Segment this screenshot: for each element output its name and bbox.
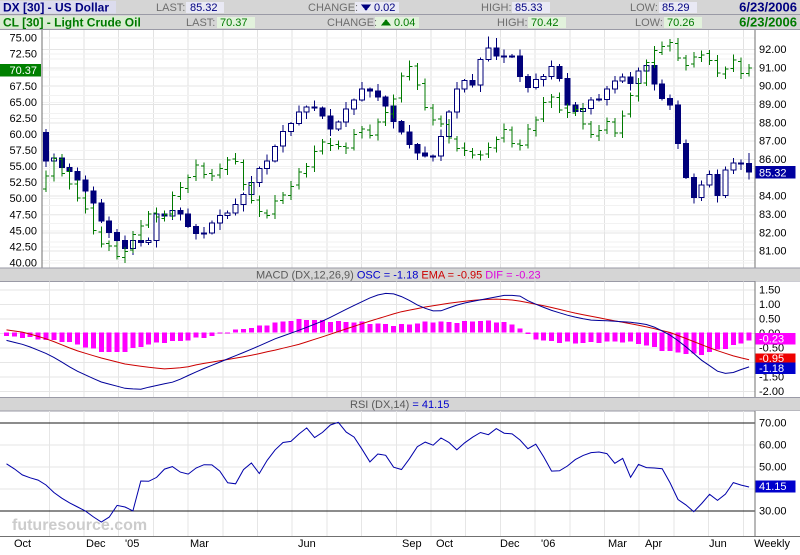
svg-text:55.00: 55.00 <box>9 161 37 173</box>
svg-text:45.00: 45.00 <box>9 225 37 237</box>
svg-text:HIGH:: HIGH: <box>481 2 512 14</box>
svg-text:75.00: 75.00 <box>9 33 37 45</box>
svg-text:CHANGE:: CHANGE: <box>308 2 358 14</box>
svg-text:Mar: Mar <box>190 538 209 550</box>
svg-text:1.00: 1.00 <box>759 299 780 311</box>
svg-text:86.00: 86.00 <box>759 154 787 166</box>
svg-text:60.00: 60.00 <box>9 129 37 141</box>
svg-text:82.00: 82.00 <box>759 227 787 239</box>
svg-text:87.00: 87.00 <box>759 136 787 148</box>
svg-text:30.00: 30.00 <box>759 505 787 517</box>
svg-text:Sep: Sep <box>402 538 422 550</box>
svg-text:Weekly: Weekly <box>754 538 790 550</box>
svg-text:CL [30] - Light Crude Oil: CL [30] - Light Crude Oil <box>3 16 141 30</box>
svg-text:85.29: 85.29 <box>662 2 690 14</box>
svg-text:85.32: 85.32 <box>190 2 218 14</box>
svg-text:-2.00: -2.00 <box>759 386 784 398</box>
svg-text:67.50: 67.50 <box>9 81 37 93</box>
svg-text:DX [30] - US Dollar: DX [30] - US Dollar <box>3 1 109 15</box>
svg-text:60.00: 60.00 <box>759 439 787 451</box>
svg-text:81.00: 81.00 <box>759 246 787 258</box>
svg-text:HIGH:: HIGH: <box>497 17 528 29</box>
svg-text:LOW:: LOW: <box>635 17 663 29</box>
svg-text:85.32: 85.32 <box>759 168 787 180</box>
svg-text:83.00: 83.00 <box>759 209 787 221</box>
svg-text:6/23/2006: 6/23/2006 <box>739 0 797 15</box>
svg-text:LAST:: LAST: <box>186 17 215 29</box>
svg-text:90.00: 90.00 <box>759 81 787 93</box>
svg-text:52.50: 52.50 <box>9 177 37 189</box>
svg-text:6/23/2006: 6/23/2006 <box>739 15 797 30</box>
svg-text:47.50: 47.50 <box>9 209 37 221</box>
svg-text:1.50: 1.50 <box>759 285 780 297</box>
svg-text:70.37: 70.37 <box>220 17 248 29</box>
svg-text:-0.50: -0.50 <box>759 343 784 355</box>
svg-text:Dec: Dec <box>500 538 520 550</box>
svg-text:0.02: 0.02 <box>374 2 395 14</box>
svg-text:70.00: 70.00 <box>759 417 787 429</box>
svg-text:-1.18: -1.18 <box>759 363 784 375</box>
svg-text:70.37: 70.37 <box>9 65 37 77</box>
svg-text:Oct: Oct <box>14 538 31 550</box>
svg-text:89.00: 89.00 <box>759 99 787 111</box>
svg-text:0.04: 0.04 <box>394 17 415 29</box>
svg-text:40.00: 40.00 <box>9 258 37 270</box>
svg-text:-1.50: -1.50 <box>759 371 784 383</box>
svg-text:85.33: 85.33 <box>515 2 543 14</box>
svg-text:91.00: 91.00 <box>759 62 787 74</box>
svg-text:CHANGE:: CHANGE: <box>327 17 377 29</box>
svg-text:MACD (DX,12,26,9) OSC = -1.18: MACD (DX,12,26,9) OSC = -1.18 EMA = -0.9… <box>256 270 541 282</box>
svg-text:88.00: 88.00 <box>759 117 787 129</box>
svg-text:-0.23: -0.23 <box>759 334 784 346</box>
svg-text:'06: '06 <box>541 538 555 550</box>
svg-text:-0.95: -0.95 <box>759 353 784 365</box>
svg-text:50.00: 50.00 <box>9 193 37 205</box>
svg-text:57.50: 57.50 <box>9 145 37 157</box>
svg-text:Dec: Dec <box>86 538 106 550</box>
svg-text:92.00: 92.00 <box>759 44 787 56</box>
svg-text:Mar: Mar <box>608 538 627 550</box>
svg-text:65.00: 65.00 <box>9 97 37 109</box>
svg-text:70.42: 70.42 <box>531 17 559 29</box>
svg-text:Apr: Apr <box>645 538 662 550</box>
svg-text:41.15: 41.15 <box>759 481 787 493</box>
svg-text:70.26: 70.26 <box>667 17 695 29</box>
svg-text:Oct: Oct <box>436 538 453 550</box>
svg-text:72.50: 72.50 <box>9 49 37 61</box>
svg-text:Jun: Jun <box>298 538 316 550</box>
svg-text:futuresource.com: futuresource.com <box>12 517 147 534</box>
svg-text:84.00: 84.00 <box>759 191 787 203</box>
svg-text:0.50: 0.50 <box>759 314 780 326</box>
svg-text:LOW:: LOW: <box>630 2 658 14</box>
svg-text:LAST:: LAST: <box>156 2 185 14</box>
svg-text:50.00: 50.00 <box>759 461 787 473</box>
svg-text:Jun: Jun <box>709 538 727 550</box>
svg-text:RSI (DX,14) = 41.15: RSI (DX,14) = 41.15 <box>350 399 449 411</box>
svg-text:62.50: 62.50 <box>9 113 37 125</box>
svg-text:42.50: 42.50 <box>9 241 37 253</box>
svg-text:'05: '05 <box>125 538 139 550</box>
